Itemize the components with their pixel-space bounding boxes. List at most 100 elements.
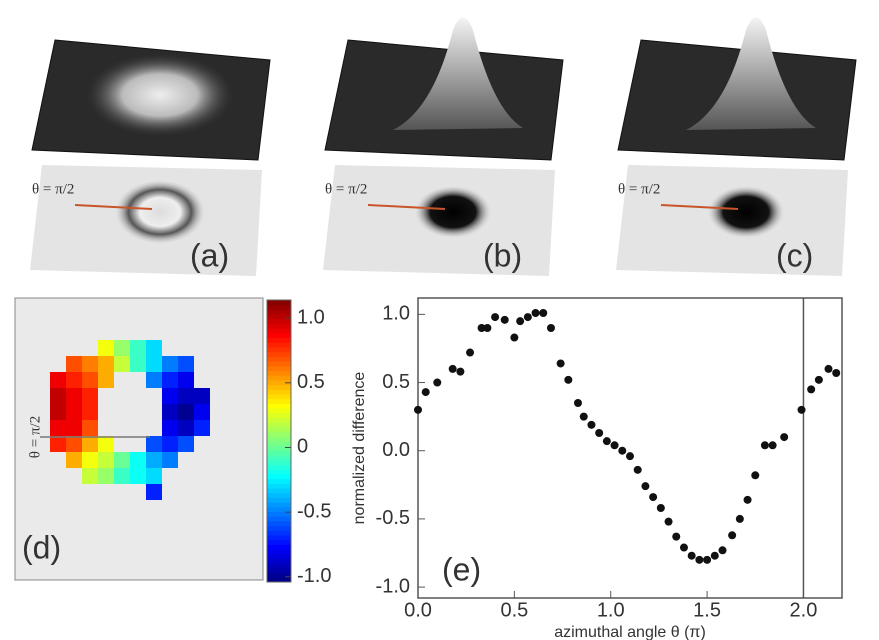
colorbar-segment <box>267 318 291 324</box>
heatmap-cell <box>82 436 98 452</box>
data-point <box>448 364 457 373</box>
data-point <box>546 324 555 332</box>
heatmap-cell <box>66 452 82 468</box>
colorbar-segment <box>267 355 291 362</box>
colorbar-tick-label: -0.5 <box>297 500 331 522</box>
colorbar-segment <box>267 567 291 574</box>
heatmap-cell <box>162 372 178 388</box>
y-tick-label: 1.0 <box>382 303 410 325</box>
angle-line <box>74 204 153 210</box>
heatmap-cell <box>66 388 82 404</box>
data-point <box>695 555 704 564</box>
colorbar-segment <box>267 304 291 310</box>
colorbar-segment <box>267 515 291 522</box>
heatmap-cell <box>178 404 194 420</box>
colorbar-segment <box>267 459 291 465</box>
heatmap-cell <box>162 356 178 372</box>
heatmap-cell <box>130 468 146 484</box>
data-point <box>679 543 688 552</box>
heatmap-cell <box>98 468 114 484</box>
heatmap-cell <box>162 452 178 468</box>
heatmap-cell <box>66 420 82 436</box>
data-point <box>500 315 509 324</box>
colorbar-segment <box>267 370 291 376</box>
x-tick-label: 2.0 <box>790 599 818 621</box>
heatmap-cell <box>162 388 178 404</box>
plot-frame <box>417 297 843 599</box>
heatmap-cell <box>98 340 114 356</box>
heatmap-cell <box>130 340 146 356</box>
heatmap-cell <box>146 372 162 388</box>
angle-line <box>660 204 739 210</box>
data-point <box>710 551 719 560</box>
data-point <box>573 399 582 407</box>
colorbar-segment <box>267 388 291 395</box>
heatmap-cell <box>194 404 210 420</box>
data-point <box>797 405 806 414</box>
y-tick-label: -0.5 <box>376 507 410 529</box>
heatmap-cell <box>82 452 98 468</box>
colorbar-segment <box>267 572 291 578</box>
colorbar-segment <box>267 431 291 437</box>
heatmap-cell <box>130 452 146 468</box>
colorbar-segment <box>267 487 291 494</box>
colorbar-segment <box>267 384 291 390</box>
x-tick-label: 0.5 <box>500 599 528 621</box>
surface-peak <box>393 17 523 130</box>
colorbar-segment <box>267 327 291 334</box>
colorbar-segment <box>267 435 291 442</box>
heatmap-cell <box>82 356 98 372</box>
colorbar-segment <box>267 464 291 470</box>
colorbar-segment <box>267 534 291 541</box>
colorbar-segment <box>267 520 291 527</box>
heatmap-cell <box>114 452 130 468</box>
heatmap-cell <box>114 340 130 356</box>
heatmap-cell <box>178 372 194 388</box>
heatmap-cell <box>98 452 114 468</box>
colorbar-segment <box>267 445 291 451</box>
data-point <box>456 367 465 376</box>
colorbar-segment <box>267 496 291 503</box>
angle-label: θ = π/2 <box>27 416 43 458</box>
colorbar-segment <box>267 562 291 569</box>
data-point <box>523 313 532 322</box>
y-tick-label: 0.5 <box>382 371 410 393</box>
heatmap-cell <box>146 468 162 484</box>
angle-line <box>367 204 446 210</box>
colorbar-segment <box>267 332 291 339</box>
data-point <box>687 551 696 560</box>
x-tick-label: 1.0 <box>597 599 625 621</box>
colorbar-segment <box>267 473 291 480</box>
data-point <box>556 359 565 368</box>
colorbar-tick-label: 0.5 <box>297 371 325 393</box>
colorbar-segment <box>267 421 291 428</box>
colorbar-segment <box>267 323 291 329</box>
data-point <box>664 517 673 526</box>
colorbar-segment <box>267 402 291 409</box>
heatmap-cell <box>66 404 82 420</box>
colorbar-segment <box>267 506 291 512</box>
colorbar-tick-label: 1.0 <box>297 306 325 328</box>
y-tick-label: 0.0 <box>382 439 410 461</box>
heatmap-cell <box>146 356 162 372</box>
data-point <box>656 504 665 512</box>
surface-hump <box>85 53 235 137</box>
heatmap-cell <box>50 420 66 436</box>
data-point <box>421 388 430 397</box>
colorbar-segment <box>267 468 291 475</box>
colorbar-segment <box>267 525 291 531</box>
data-point <box>414 405 422 414</box>
colorbar-segment <box>267 374 291 381</box>
data-point <box>703 555 712 564</box>
colorbar-tick-label: 0 <box>297 436 308 458</box>
heatmap-cell <box>146 452 162 468</box>
heatmap-cell <box>178 436 194 452</box>
colorbar-segment <box>267 558 291 564</box>
heatmap-cell <box>66 436 82 452</box>
heatmap-cell <box>50 372 66 388</box>
heatmap-cell <box>50 388 66 404</box>
colorbar-segment <box>267 337 291 343</box>
colorbar-segment <box>267 449 291 456</box>
panel-label: (a) <box>190 237 229 273</box>
heatmap-cell <box>178 420 194 436</box>
